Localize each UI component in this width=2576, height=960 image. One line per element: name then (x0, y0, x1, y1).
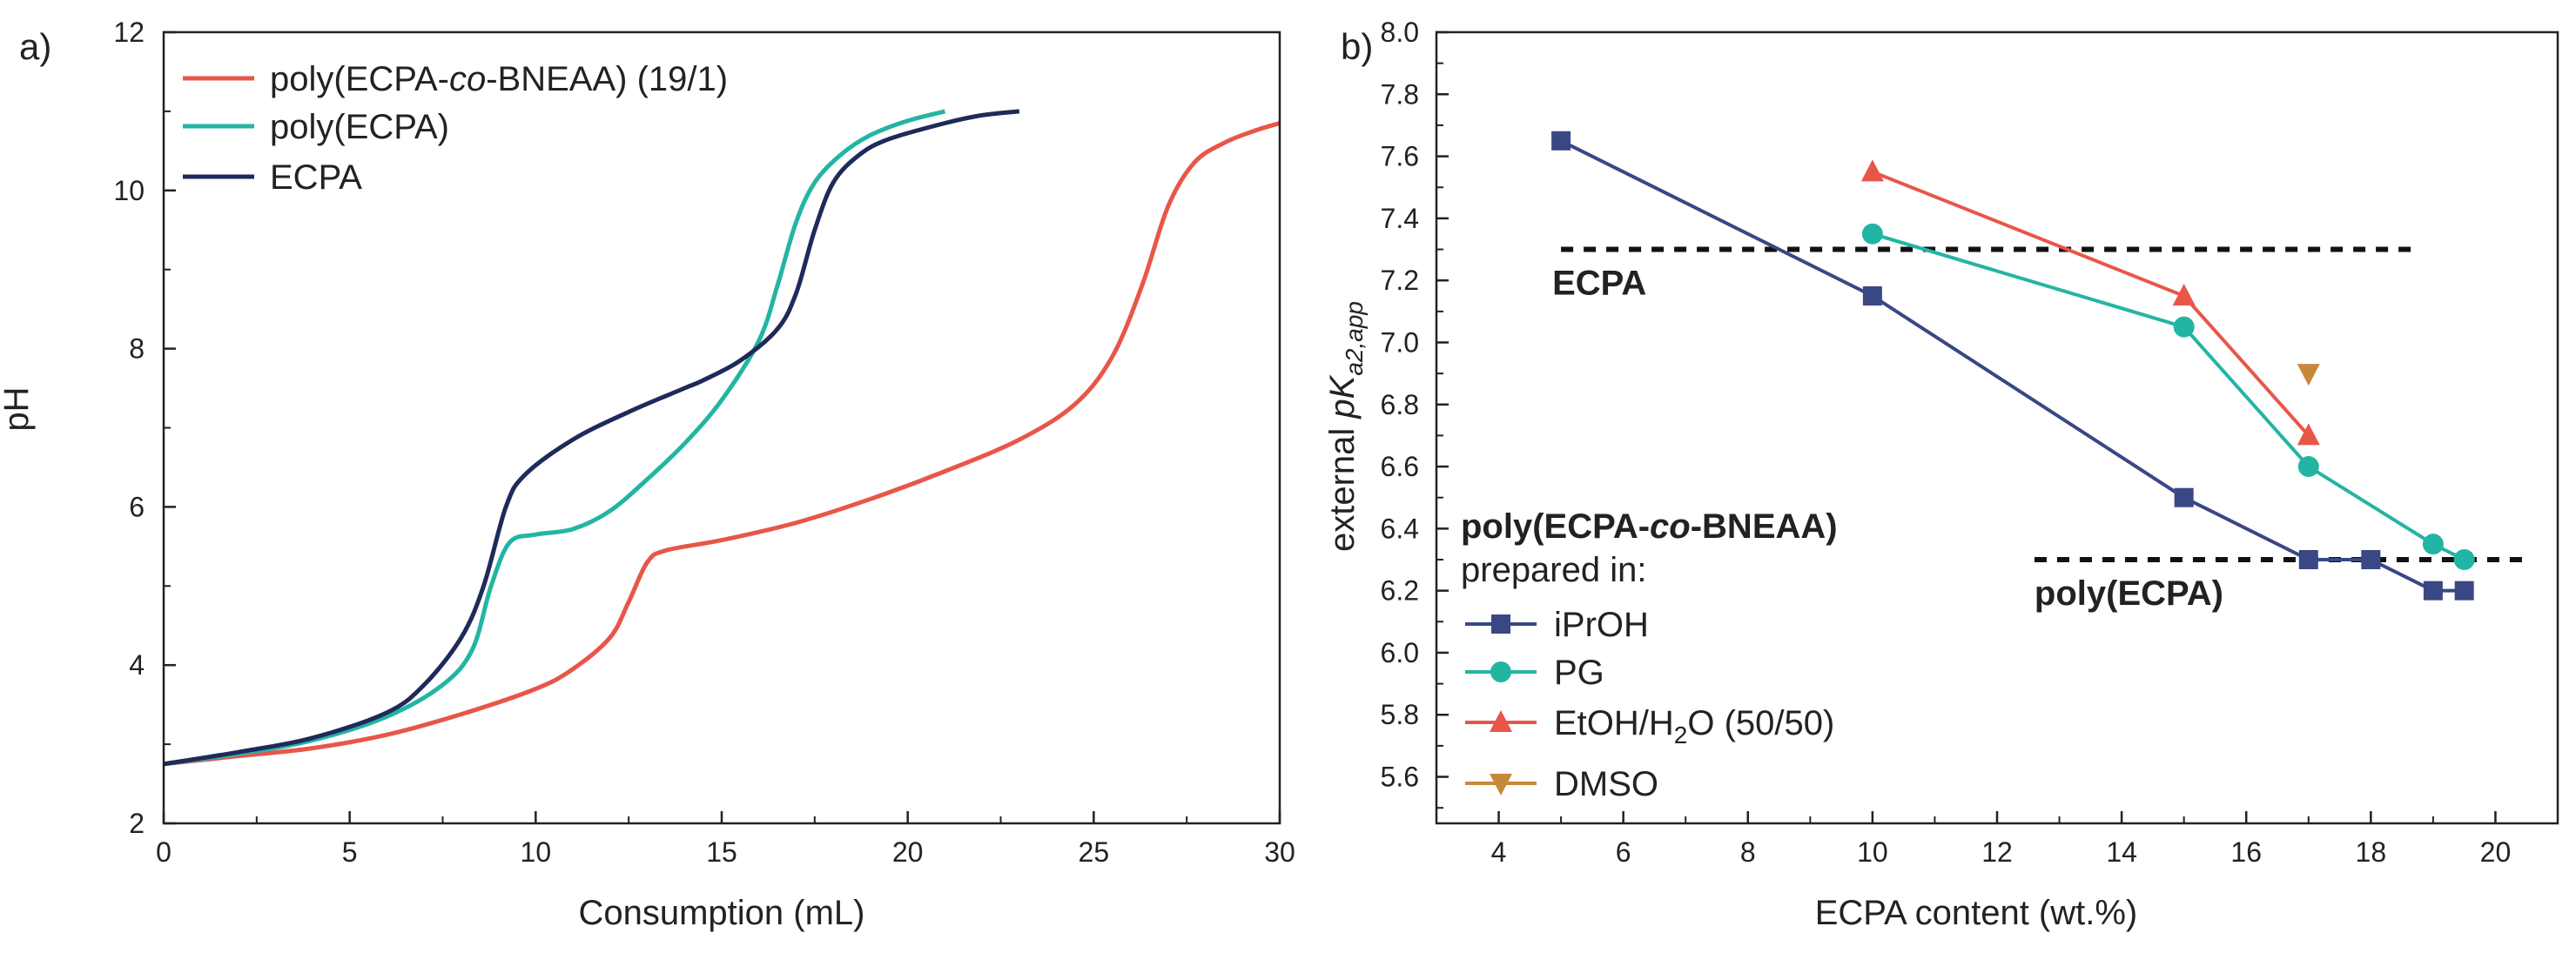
legend-entry-iproh: iPrOH (1465, 606, 1649, 644)
legend-label-pg: PG (1554, 654, 1604, 692)
panel-b-x-ticks: 4 6 8 10 12 14 16 18 20 (1436, 811, 2559, 868)
y-tick-label: 6 (129, 491, 145, 522)
x-tick-label: 12 (1981, 836, 2013, 868)
y-tick-label: 7.8 (1381, 78, 1419, 110)
series-pg (1861, 223, 2475, 570)
y-tick-label: 7.4 (1381, 203, 1419, 234)
y-tick-label: 7.6 (1381, 141, 1419, 172)
panel-a-series (163, 109, 1281, 767)
series-line-etoh-water (1872, 170, 2310, 437)
x-tick-label: 5 (342, 836, 358, 868)
panel-b-legend: poly(ECPA-co-BNEAA) prepared in: iPrOH P… (1461, 507, 1838, 803)
x-tick-label: 8 (1740, 836, 1756, 868)
panel-b-x-axis-label: ECPA content (wt.%) (1815, 894, 2138, 932)
legend-marker-dmso (1490, 774, 1512, 796)
data-point-pg (2422, 534, 2444, 555)
series-dmso (2297, 364, 2320, 386)
curve-copolymer (163, 121, 1281, 767)
data-point-pg (1861, 223, 1883, 245)
legend-marker-etoh-water (1490, 710, 1512, 732)
y-tick-label: 2 (129, 808, 145, 839)
panel-a-y-ticks: 2 4 6 8 10 12 (113, 17, 176, 839)
data-point-pg (2297, 456, 2319, 478)
panel-b-plot-frame (1435, 30, 2559, 825)
y-tick-label: 6.2 (1381, 575, 1419, 607)
data-point-etoh-water (2172, 284, 2196, 305)
data-point-iproh (2298, 550, 2318, 569)
y-tick-label: 5.6 (1381, 762, 1419, 793)
x-tick-label: 20 (2480, 836, 2512, 868)
x-tick-label: 14 (2106, 836, 2137, 868)
legend-entry-dmso: DMSO (1465, 765, 1658, 803)
series-iproh (1551, 131, 2474, 601)
legend-label-dmso: DMSO (1554, 765, 1658, 803)
panel-b-y-ticks: 5.6 5.8 6.0 6.2 6.4 6.6 6.8 7.0 7.2 7.4 7.6 7.8 8.0 (1381, 17, 1449, 809)
data-point-pg (2453, 549, 2475, 570)
panel-a-x-ticks: 0 5 10 15 20 25 30 (156, 811, 1295, 868)
x-tick-label: 15 (706, 836, 737, 868)
y-tick-label: 7.2 (1381, 265, 1419, 296)
legend-label-copolymer: poly(ECPA-co-BNEAA) (19/1) (270, 60, 728, 98)
panel-a-plot-frame (162, 30, 1281, 825)
reference-label-ecpa: ECPA (1552, 265, 1646, 303)
y-tick-label: 7.0 (1381, 326, 1419, 358)
panel-b-label: b) (1341, 26, 1373, 67)
y-tick-label: 6.4 (1381, 513, 1419, 544)
panel-a-y-axis-label: pH (0, 386, 36, 431)
data-point-iproh (2174, 487, 2194, 507)
data-point-iproh (1862, 286, 1882, 305)
data-point-dmso (2297, 364, 2320, 386)
legend-label-ecpa: ECPA (270, 158, 362, 197)
data-point-iproh (2423, 581, 2443, 601)
x-tick-label: 16 (2230, 836, 2262, 868)
panel-a: a) pH Consumption (mL) 0 5 10 15 20 25 30 2 4 6 8… (0, 17, 1295, 932)
x-tick-label: 20 (892, 836, 924, 868)
x-tick-label: 30 (1264, 836, 1295, 868)
x-tick-label: 0 (156, 836, 172, 868)
y-tick-label: 6.0 (1381, 637, 1419, 668)
data-point-etoh-water (1860, 159, 1884, 182)
legend-marker-iproh (1491, 614, 1510, 634)
panel-a-legend: poly(ECPA-co-BNEAA) (19/1) poly(ECPA) EC… (183, 60, 728, 197)
y-tick-label: 8 (129, 333, 145, 365)
legend-entry-etoh-water: EtOH/H2O (50/50) (1465, 704, 1834, 749)
series-etoh-water (1860, 159, 2320, 446)
x-tick-label: 4 (1491, 836, 1507, 868)
curve-ecpa (163, 109, 1020, 767)
data-point-etoh-water (2297, 423, 2320, 446)
panel-a-x-axis-label: Consumption (mL) (578, 894, 864, 932)
y-tick-label: 4 (129, 649, 145, 681)
panel-b: b) external pKa2,app ECPA content (wt.%)… (1323, 17, 2559, 932)
panel-b-series (1551, 131, 2475, 601)
legend-label-poly-ecpa: poly(ECPA) (270, 108, 449, 146)
panel-b-y-axis-label: external pKa2,app (1323, 301, 1368, 552)
series-line-pg (1872, 232, 2465, 561)
data-point-iproh (2361, 550, 2381, 569)
x-tick-label: 25 (1079, 836, 1110, 868)
data-point-pg (2173, 316, 2195, 338)
data-point-iproh (2454, 581, 2474, 601)
x-tick-label: 10 (521, 836, 552, 868)
legend-entry-pg: PG (1465, 654, 1604, 692)
legend-label-etoh-water: EtOH/H2O (50/50) (1554, 704, 1834, 749)
panel-a-label: a) (19, 26, 51, 67)
y-tick-label: 6.8 (1381, 389, 1419, 420)
y-tick-label: 12 (113, 17, 145, 48)
panel-b-reference-lines: ECPA poly(ECPA) (1552, 246, 2527, 613)
x-tick-label: 6 (1616, 836, 1631, 868)
legend-marker-pg (1490, 661, 1511, 682)
y-tick-label: 6.6 (1381, 451, 1419, 482)
x-tick-label: 18 (2356, 836, 2387, 868)
legend-title: poly(ECPA-co-BNEAA) (1461, 507, 1838, 546)
y-tick-label: 10 (113, 175, 145, 206)
y-tick-label: 5.8 (1381, 699, 1419, 730)
reference-label-poly-ecpa: poly(ECPA) (2035, 574, 2223, 613)
data-point-iproh (1551, 131, 1571, 151)
x-tick-label: 10 (1857, 836, 1888, 868)
y-tick-label: 8.0 (1381, 17, 1419, 48)
legend-subtitle: prepared in: (1461, 551, 1646, 589)
curve-poly-ecpa (163, 109, 946, 767)
legend-label-iproh: iPrOH (1554, 606, 1649, 644)
